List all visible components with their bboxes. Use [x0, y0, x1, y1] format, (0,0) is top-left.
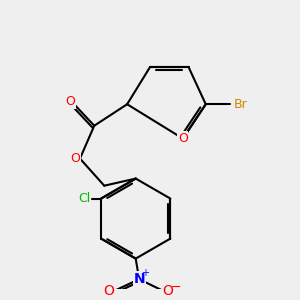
Text: Br: Br	[234, 98, 248, 111]
Text: O: O	[162, 284, 173, 298]
Text: Cl: Cl	[78, 192, 90, 205]
Text: O: O	[65, 95, 75, 108]
Text: −: −	[171, 281, 181, 294]
Text: O: O	[178, 132, 188, 145]
Text: O: O	[103, 284, 114, 298]
Text: O: O	[71, 152, 81, 165]
Text: +: +	[141, 268, 149, 278]
Text: N: N	[133, 272, 145, 286]
